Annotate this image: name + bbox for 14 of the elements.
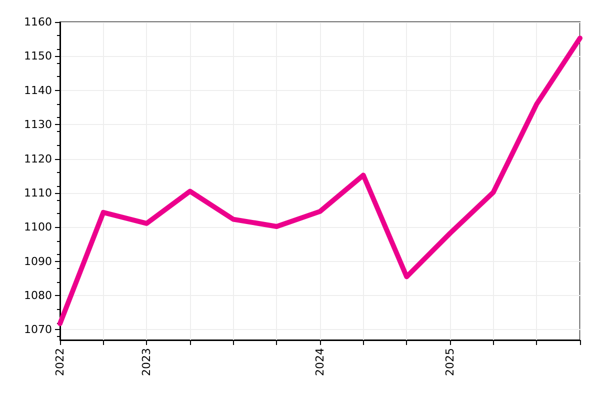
y-tick-label: 1080: [24, 289, 52, 302]
x-tick-label: 2022: [54, 348, 66, 376]
y-tick-label: 1130: [24, 118, 52, 132]
x-tick-label: 2025: [444, 348, 456, 376]
y-tick-label: 1160: [24, 16, 52, 28]
y-tick-label: 1110: [24, 186, 52, 200]
x-tick-label: 2024: [314, 348, 326, 376]
y-tick-label: 1140: [24, 84, 52, 97]
y-tick-label: 1070: [24, 323, 52, 336]
y-tick-label: 1100: [24, 220, 52, 234]
y-tick-label: 1120: [24, 152, 52, 166]
y-tick-label: 1150: [24, 50, 52, 63]
y-tick-label: 1090: [24, 254, 52, 268]
x-tick-label: 2023: [140, 348, 154, 376]
